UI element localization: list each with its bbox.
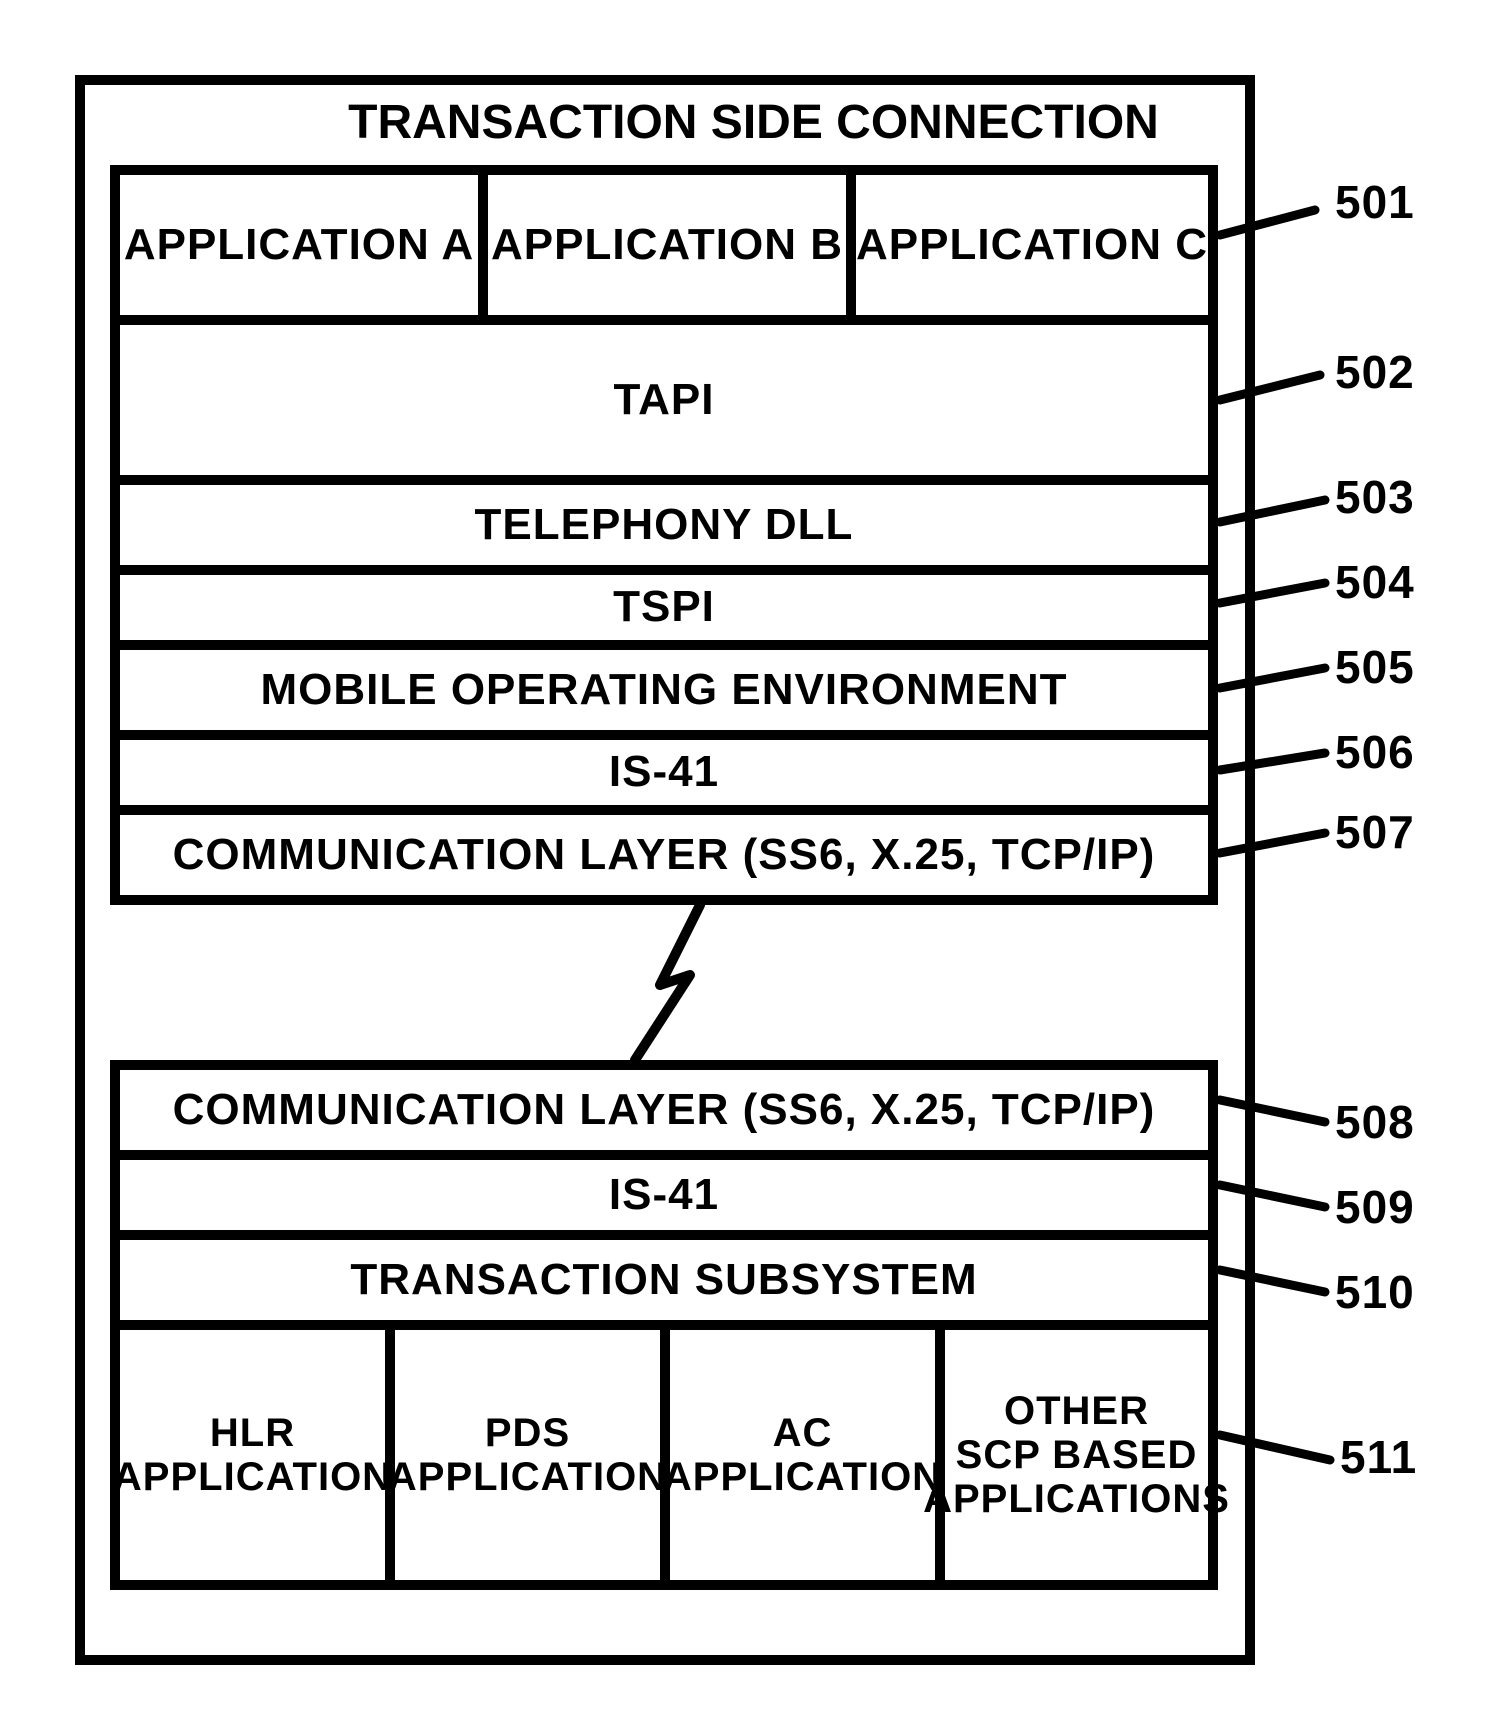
layer-tspi: TSPI — [110, 565, 1218, 650]
layer-tapi: TAPI — [110, 315, 1218, 485]
layer-moe: MOBILE OPERATING ENVIRONMENT — [110, 640, 1218, 740]
ref-504: 504 — [1335, 555, 1415, 609]
leader-508 — [1215, 1090, 1340, 1135]
ref-510: 510 — [1335, 1265, 1415, 1319]
ref-507: 507 — [1335, 805, 1415, 859]
ref-509: 509 — [1335, 1180, 1415, 1234]
ref-503: 503 — [1335, 470, 1415, 524]
layer-comm-lower: COMMUNICATION LAYER (SS6, X.25, TCP/IP) — [110, 1060, 1218, 1160]
leader-507 — [1215, 825, 1340, 865]
layer-comm-upper: COMMUNICATION LAYER (SS6, X.25, TCP/IP) — [110, 805, 1218, 905]
leader-511 — [1215, 1420, 1345, 1475]
leader-506 — [1215, 745, 1340, 785]
lightning-connector — [590, 895, 750, 1070]
leader-510 — [1215, 1260, 1340, 1305]
ref-508: 508 — [1335, 1095, 1415, 1149]
leader-504 — [1215, 575, 1340, 615]
app-b: APPLICATION B — [478, 165, 856, 325]
leader-501 — [1200, 195, 1340, 255]
leader-509 — [1215, 1175, 1340, 1220]
ref-506: 506 — [1335, 725, 1415, 779]
layer-is41-lower: IS-41 — [110, 1150, 1218, 1240]
ref-501: 501 — [1335, 175, 1415, 229]
app-hlr: HLRAPPLICATION — [110, 1320, 395, 1590]
outer-title: TRANSACTION SIDE CONNECTION — [0, 95, 1507, 150]
ref-505: 505 — [1335, 640, 1415, 694]
layer-txsub: TRANSACTION SUBSYSTEM — [110, 1230, 1218, 1330]
leader-502 — [1210, 365, 1340, 415]
app-a: APPLICATION A — [110, 165, 488, 325]
layer-dll: TELEPHONY DLL — [110, 475, 1218, 575]
app-ac: ACAPPLICATION — [660, 1320, 945, 1590]
ref-511: 511 — [1340, 1430, 1417, 1484]
leader-503 — [1215, 490, 1340, 535]
ref-502: 502 — [1335, 345, 1415, 399]
app-other: OTHERSCP BASEDAPPLICATIONS — [935, 1320, 1218, 1590]
diagram-canvas: TRANSACTION SIDE CONNECTION APPLICATION … — [0, 0, 1507, 1726]
layer-is41-upper: IS-41 — [110, 730, 1218, 815]
app-pds: PDSAPPLICATION — [385, 1320, 670, 1590]
app-c: APPLICATION C — [846, 165, 1218, 325]
leader-505 — [1215, 660, 1340, 700]
